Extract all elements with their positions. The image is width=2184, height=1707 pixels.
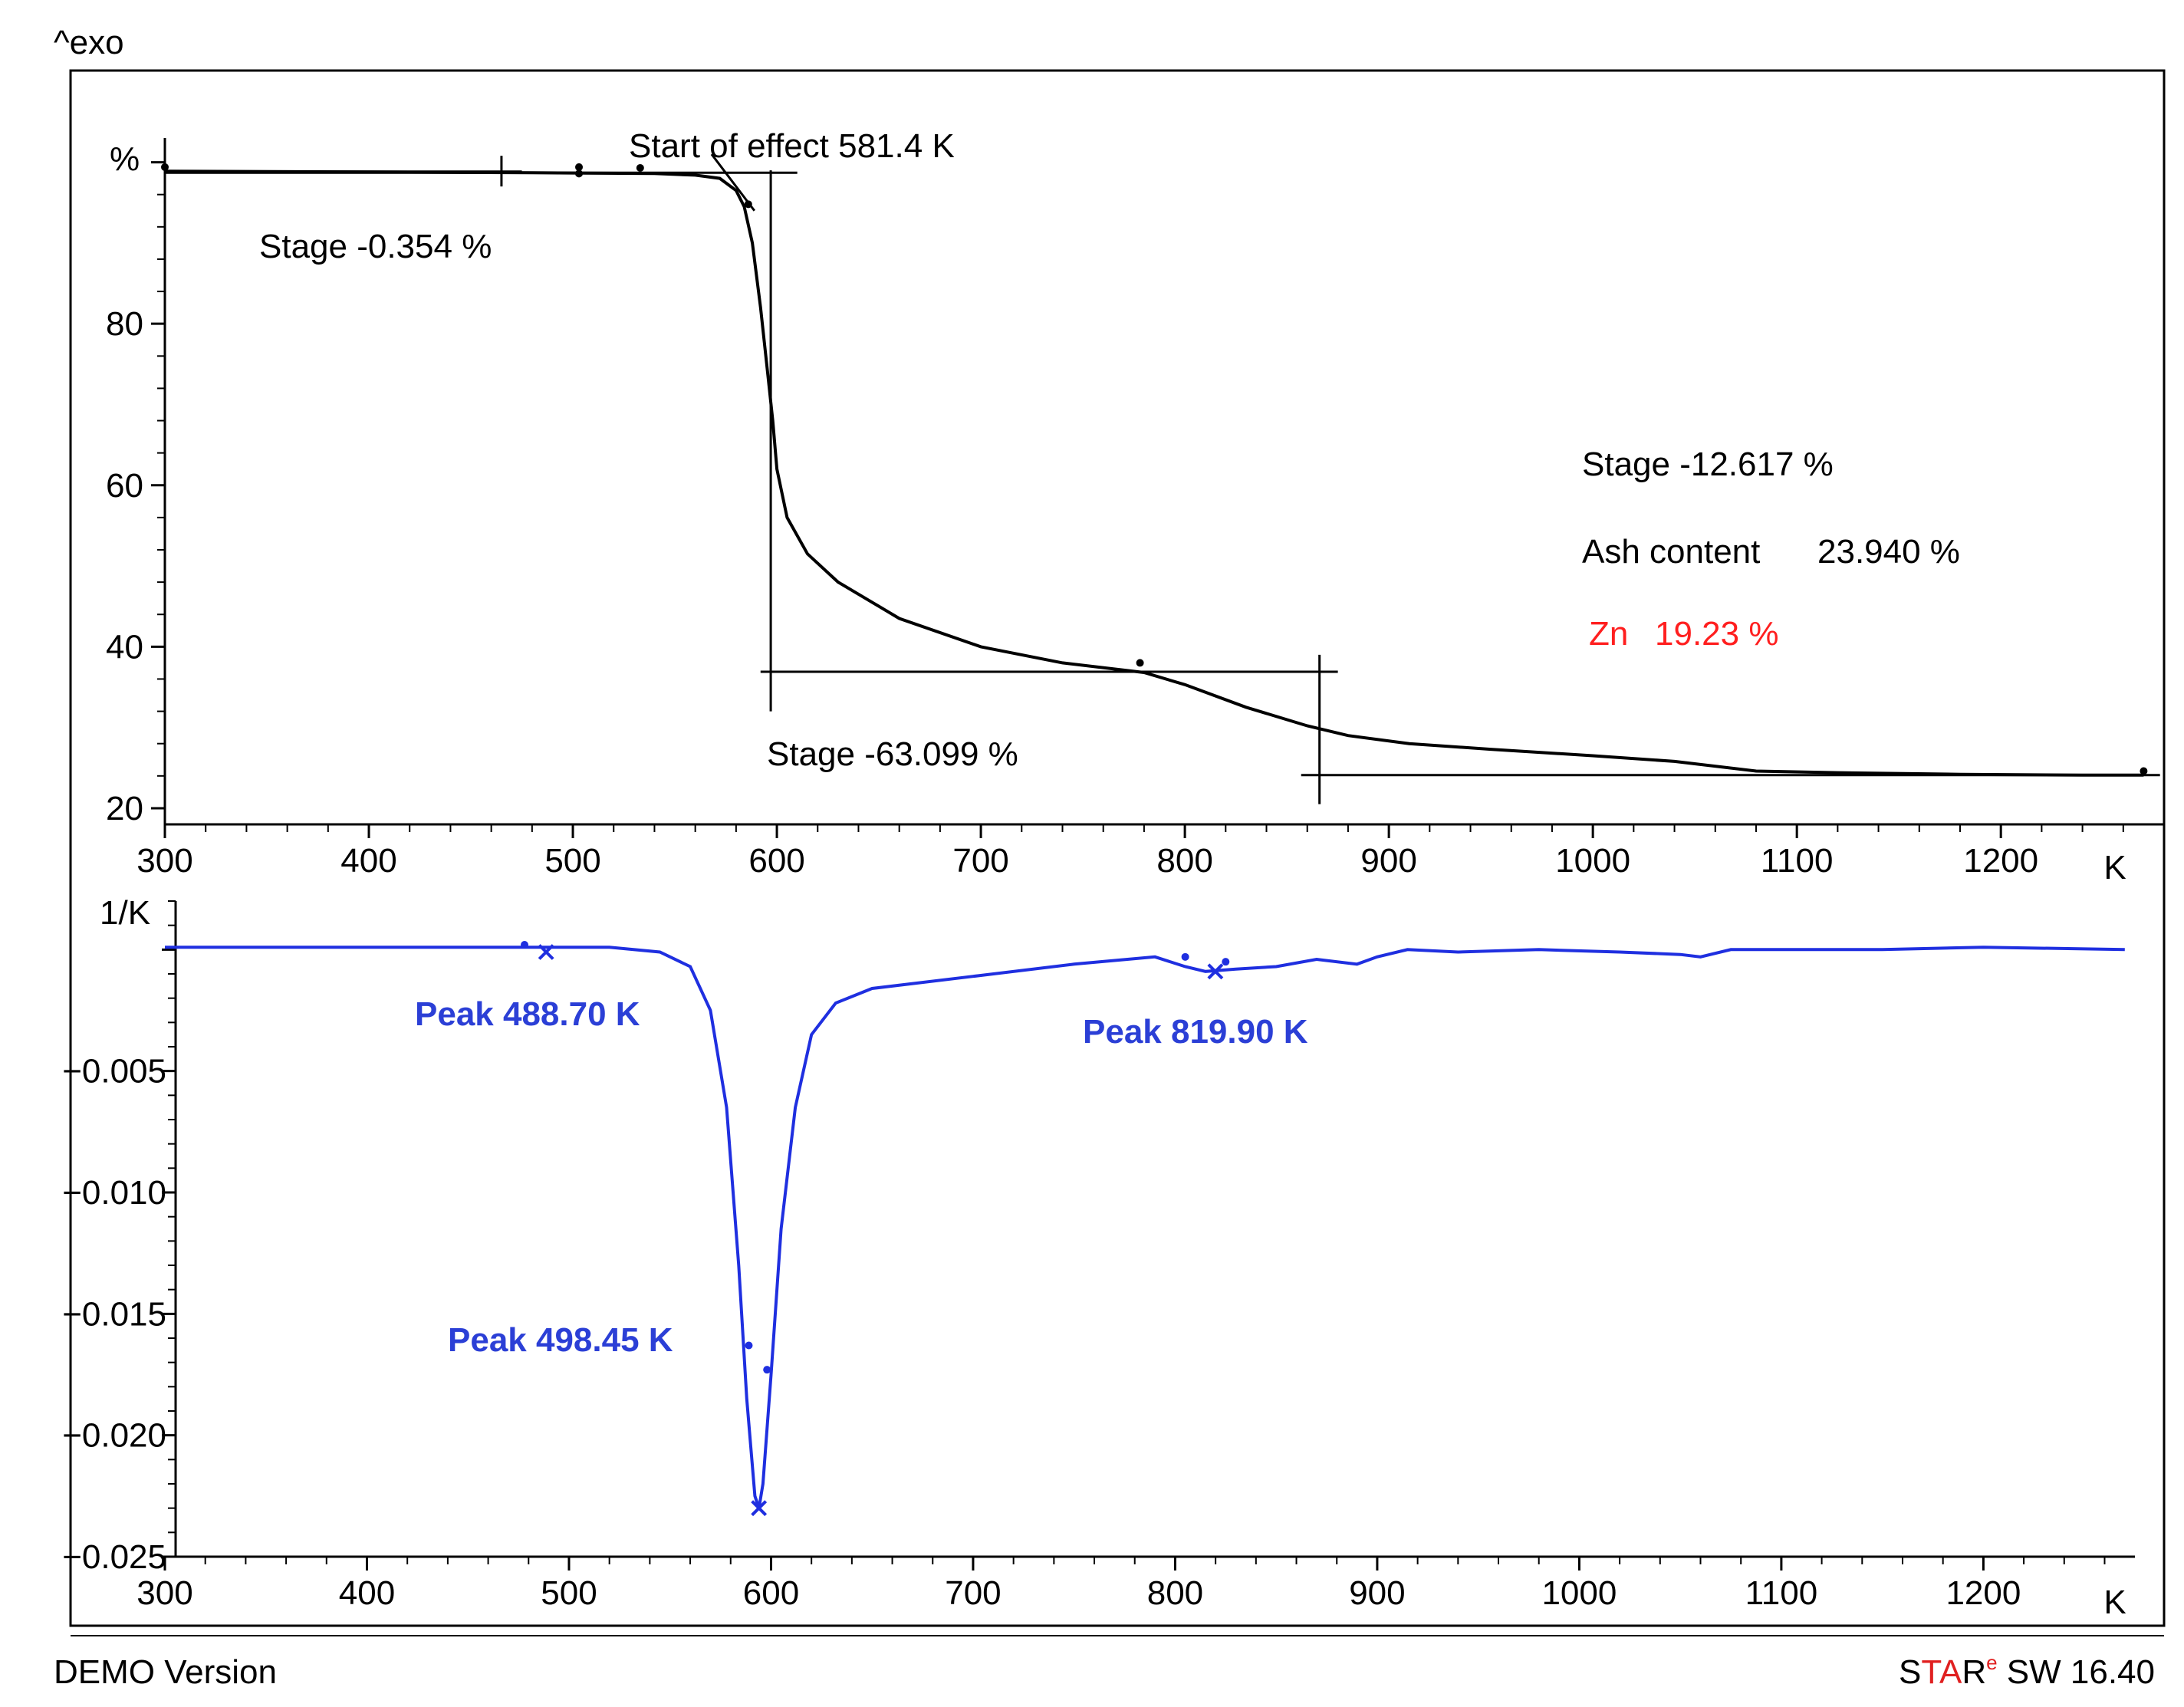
dtg-x-tick-label: 900: [1349, 1574, 1405, 1612]
tga-evaluation-marker: [161, 163, 169, 171]
brand-version: SW 16.40: [1998, 1653, 2155, 1691]
dtg-y-axis-label: 1/K: [100, 894, 150, 932]
dtg-x-tick-label: 300: [136, 1574, 192, 1612]
tga-y-tick-label: 80: [106, 305, 143, 343]
tga-plot: % K 300 400 500 600 700 800 900 1000 1100 1200 20 4…: [106, 127, 2165, 886]
annotation-stage-3: Stage -12.617 %: [1582, 446, 1834, 483]
annotation-ash-label: Ash content: [1582, 533, 1760, 571]
tga-evaluation-marker: [744, 200, 752, 209]
dtg-y-tick-label: −0.005: [62, 1053, 166, 1090]
dtg-y-tick-label: −0.015: [62, 1295, 166, 1333]
brand-s: S: [1899, 1653, 1921, 1691]
tga-y-tick-label: 40: [106, 628, 143, 666]
tga-evaluation-marker: [1136, 659, 1144, 667]
tga-evaluation-marker: [575, 163, 584, 171]
annotation-stage-1: Stage -0.354 %: [259, 228, 492, 265]
dtg-x-tick-label: 1000: [1541, 1574, 1617, 1612]
annotation-peak-2: Peak 498.45 K: [448, 1321, 673, 1359]
tga-y-tick-label: 60: [106, 467, 143, 505]
dtg-y-tick-label: −0.020: [62, 1417, 166, 1455]
tga-x-tick-label: 800: [1156, 842, 1212, 880]
footer-demo-version: DEMO Version: [54, 1653, 277, 1691]
dtg-x-tick-label: 1100: [1745, 1574, 1818, 1612]
dtg-x-tick-label: 700: [945, 1574, 1001, 1612]
tga-x-tick-label: 1000: [1555, 842, 1630, 880]
dtg-peak-cross-marker: [1207, 963, 1224, 980]
dtg-x-unit-label: K: [2103, 1584, 2126, 1621]
tga-x-tick-label: 500: [544, 842, 600, 880]
annotation-peak-3: Peak 819.90 K: [1083, 1013, 1308, 1051]
tga-evaluation-marker: [2140, 767, 2148, 775]
annotation-ash-value: 23.940 %: [1817, 533, 1960, 571]
tga-x-tick-label: 300: [136, 842, 192, 880]
footer-software-brand: STARe SW 16.40: [1899, 1651, 2155, 1691]
tga-x-tick-label: 1200: [1963, 842, 2038, 880]
annotation-stage-2: Stage -63.099 %: [767, 735, 1018, 773]
exo-label: ^exo: [54, 24, 124, 61]
tga-x-tick-label: 900: [1360, 842, 1416, 880]
dtg-x-tick-label: 1200: [1946, 1574, 2021, 1612]
tga-x-unit-label: K: [2103, 849, 2126, 886]
tga-y-tick-label: 20: [106, 790, 143, 827]
dtg-x-tick-label: 400: [339, 1574, 395, 1612]
dtg-x-tick-label: 500: [541, 1574, 597, 1612]
tga-evaluation-marker: [636, 163, 644, 172]
tga-x-tick-label: 700: [952, 842, 1008, 880]
tga-y-axis-label: %: [110, 140, 140, 178]
tga-evaluation-marker: [575, 169, 584, 178]
dtg-x-tick-label: 800: [1147, 1574, 1203, 1612]
brand-superscript-e: e: [1986, 1651, 1997, 1674]
dtg-limit-marker: [763, 1366, 771, 1374]
tga-x-tick-label: 400: [340, 842, 396, 880]
annotation-zn-label: Zn: [1589, 615, 1628, 653]
dtg-y-tick-label: −0.010: [62, 1174, 166, 1212]
tga-x-tick-label: 600: [748, 842, 804, 880]
dtg-limit-marker: [521, 941, 529, 949]
annotation-zn-value: 19.23 %: [1655, 615, 1778, 653]
dtg-peak-cross-marker: [538, 944, 554, 960]
dtg-limit-marker: [745, 1341, 753, 1350]
annotation-peak-1: Peak 488.70 K: [415, 995, 640, 1033]
dtg-peak-cross-marker: [751, 1500, 768, 1517]
dtg-x-tick-label: 600: [743, 1574, 799, 1612]
brand-r: R: [1962, 1653, 1986, 1691]
dtg-y-tick-label: −0.025: [62, 1538, 166, 1576]
tga-x-tick-label: 1100: [1761, 842, 1834, 880]
dtg-limit-marker: [1222, 958, 1230, 966]
dtg-limit-marker: [1181, 952, 1189, 961]
dtg-plot: 1/K K 300 400 500 600 700 800 900 1000 1100 1200 −…: [62, 894, 2135, 1621]
plot-frame: [69, 69, 2166, 1627]
dtg-curve: [165, 946, 2125, 1509]
annotation-start-of-effect: Start of effect 581.4 K: [629, 127, 955, 165]
tga-mass-curve: [164, 169, 2144, 777]
brand-ta: TA: [1921, 1653, 1962, 1691]
